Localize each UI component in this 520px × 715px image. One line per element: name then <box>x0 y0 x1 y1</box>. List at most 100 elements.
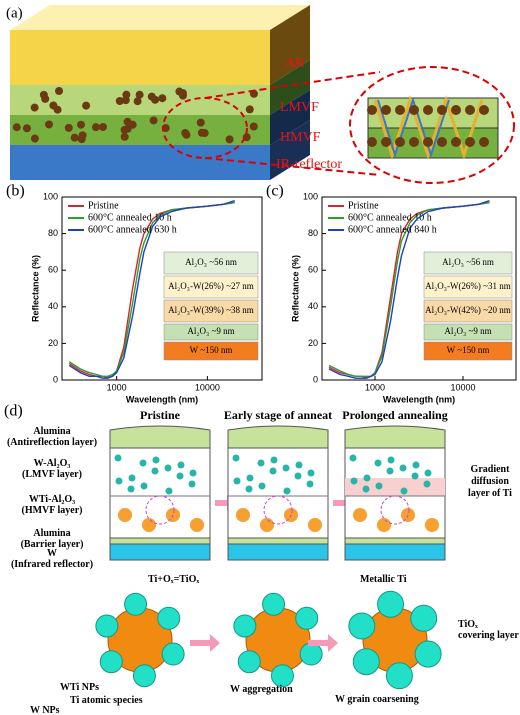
nanoparticle <box>149 116 158 125</box>
layer-block <box>10 5 310 180</box>
w-sphere <box>124 592 148 616</box>
nanoparticle <box>98 123 107 132</box>
nanoparticle <box>70 133 79 142</box>
zoom-line <box>204 157 381 176</box>
annotation: Ti+Oₓ=TiOₓ <box>148 574 199 585</box>
x-tick-label: 1000 <box>365 382 385 392</box>
wti-np <box>353 508 367 522</box>
w-np <box>188 480 196 488</box>
nanoparticle <box>409 137 419 147</box>
y-tick-label: 80 <box>308 228 318 238</box>
w-np <box>306 480 314 488</box>
y-axis-label: Reflectance (%) <box>30 255 40 322</box>
stack-label: Al₂O₃-W(39%) ~38 nm <box>168 305 254 315</box>
w-np <box>270 456 278 464</box>
w-sphere <box>299 642 323 666</box>
stack-label: Al₂O₃ ~56 nm <box>442 257 494 267</box>
nanoparticle <box>451 105 461 115</box>
nanoparticle <box>55 87 64 96</box>
stack-label: Al₂O₃-W(42%) ~20 nm <box>425 305 511 315</box>
w-np <box>350 477 358 485</box>
zoom <box>263 495 293 525</box>
nanoparticle <box>122 90 131 99</box>
nanoparticle <box>115 97 124 106</box>
w-np <box>177 461 185 469</box>
stack-label: W ~150 nm <box>447 345 490 355</box>
x-tick-label: 10000 <box>450 382 475 392</box>
nanoparticle <box>245 105 254 114</box>
w-np <box>115 477 123 485</box>
w-np <box>245 485 253 493</box>
annotation: Metallic Ti <box>360 574 407 585</box>
layer-label: HMVF <box>280 130 321 145</box>
stack-label: Al₂O₃ ~9 nm <box>444 326 491 336</box>
w-np <box>176 472 184 480</box>
w-np <box>349 454 357 462</box>
nanoparticle <box>133 97 142 106</box>
y-tick-label: 100 <box>43 191 58 201</box>
panel-label: (b) <box>6 183 25 200</box>
w-np <box>424 469 432 477</box>
stack-label: W ~150 nm <box>190 345 233 355</box>
nanoparticle <box>45 120 54 129</box>
y-tick-label: 40 <box>48 301 58 311</box>
y-tick-label: 40 <box>308 301 318 311</box>
nanoparticle <box>367 105 377 115</box>
nanoparticle <box>120 132 129 141</box>
plot-frame <box>321 196 517 381</box>
w-sphere <box>157 606 181 630</box>
nanoparticle <box>135 90 144 99</box>
stage-title: Prolonged annealing <box>342 408 447 422</box>
w-sphere <box>99 650 123 674</box>
layer-label: W (Infrared reflector) <box>11 548 93 570</box>
w-sphere <box>132 664 156 688</box>
stack-layer <box>163 251 259 275</box>
y-tick-label: 80 <box>48 228 58 238</box>
plot-frame <box>61 196 263 381</box>
reflector <box>344 543 446 561</box>
nanoparticle <box>437 105 447 115</box>
nanoparticle <box>30 134 39 143</box>
w-np <box>140 482 148 490</box>
w-np <box>400 487 408 495</box>
layer-label: Alumina (Barrier layer) <box>21 528 84 550</box>
w-sphere <box>348 612 376 640</box>
y-tick-label: 0 <box>53 374 58 384</box>
w-sphere <box>237 650 261 674</box>
barrier <box>227 537 329 545</box>
w-np <box>423 480 431 488</box>
y-tick-label: 60 <box>48 265 58 275</box>
nanoparticle <box>12 123 21 132</box>
w-np <box>257 459 265 467</box>
x-tick-label: 10000 <box>195 382 220 392</box>
w-np <box>114 454 122 462</box>
w-np <box>165 487 173 495</box>
w-sphere <box>410 604 438 632</box>
nanoparticle <box>77 135 86 144</box>
nanoparticle <box>30 103 39 112</box>
wti-np <box>118 508 132 522</box>
nanoparticle <box>41 94 50 103</box>
nanoparticle <box>367 137 377 147</box>
nanoparticle <box>225 135 234 144</box>
zoom <box>380 495 410 525</box>
stack-layer <box>423 341 513 361</box>
nanoparticle <box>249 122 258 131</box>
y-tick-label: 60 <box>308 265 318 275</box>
stack-layer <box>423 299 513 323</box>
nanoparticle <box>182 130 191 139</box>
barrier <box>344 537 446 545</box>
nanoparticle <box>196 118 205 127</box>
gradient-label: Gradient diffusion layer of Ti <box>468 464 512 499</box>
w-np <box>412 461 420 469</box>
arrow <box>308 634 338 652</box>
wti-np <box>260 518 274 532</box>
legend-label: Pristine <box>88 200 119 211</box>
nanoparticle <box>49 101 58 110</box>
layer-label: IR-reflector <box>276 157 342 172</box>
y-axis-label: Reflectance (%) <box>290 255 300 322</box>
w-np <box>362 485 370 493</box>
layer-label: W-Al₂O₃ (LMVF layer) <box>22 458 82 480</box>
w-np <box>386 467 394 475</box>
w-np <box>246 474 254 482</box>
